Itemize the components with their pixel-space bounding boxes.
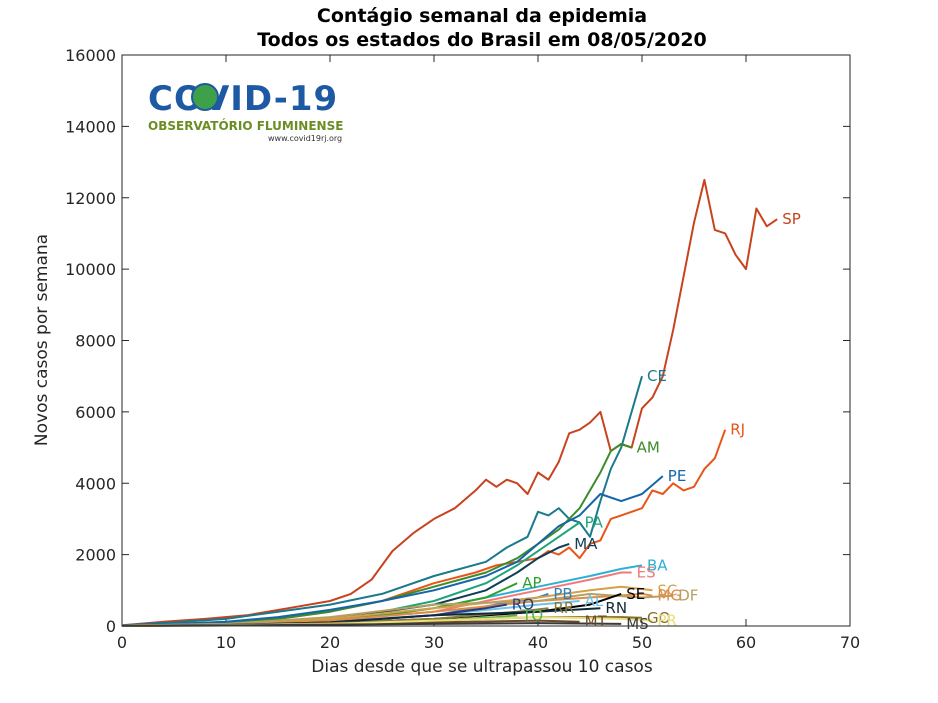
series-label-ce: CE bbox=[647, 367, 667, 385]
y-tick-label: 0 bbox=[106, 617, 116, 636]
y-tick-label: 10000 bbox=[65, 260, 116, 279]
series-label-al: AL bbox=[585, 592, 604, 610]
logo-title: COVID-19 bbox=[148, 79, 338, 119]
y-tick-label: 12000 bbox=[65, 189, 116, 208]
logo-url: www.covid19rj.org bbox=[268, 134, 342, 143]
series-label-sc: SC bbox=[657, 581, 677, 599]
series-label-mt: MT bbox=[585, 613, 608, 631]
series-label-pa: PA bbox=[585, 514, 604, 532]
y-tick-label: 14000 bbox=[65, 117, 116, 136]
x-tick-label: 20 bbox=[320, 633, 340, 652]
series-label-rn: RN bbox=[605, 599, 627, 617]
series-label-go: GO bbox=[647, 609, 670, 627]
x-tick-label: 40 bbox=[528, 633, 548, 652]
series-label-ms: MS bbox=[626, 615, 648, 633]
series-label-ma: MA bbox=[574, 535, 598, 553]
virus-icon bbox=[191, 83, 219, 111]
y-tick-label: 16000 bbox=[65, 46, 116, 65]
x-axis: 0 10 20 30 40 50 60 70 bbox=[117, 55, 860, 652]
series-line-ms bbox=[121, 622, 622, 627]
series-label-to: TO bbox=[521, 606, 543, 624]
covid-logo: COVID-19 OBSERVATÓRIO FLUMINENSE www.cov… bbox=[148, 79, 343, 143]
x-tick-label: 30 bbox=[424, 633, 444, 652]
series-label-df: DF bbox=[678, 587, 698, 605]
chart-title: Contágio semanal da epidemia bbox=[317, 5, 647, 27]
series-line-am bbox=[121, 443, 632, 627]
series-label-rj: RJ bbox=[730, 421, 745, 439]
series-label-pr: PR bbox=[657, 612, 676, 630]
x-tick-label: 10 bbox=[216, 633, 236, 652]
series-label-se: SE bbox=[626, 585, 645, 603]
logo-subtitle: OBSERVATÓRIO FLUMINENSE bbox=[148, 118, 343, 133]
series-label-ap: AP bbox=[522, 574, 541, 592]
series-label-es: ES bbox=[637, 563, 656, 581]
x-tick-label: 70 bbox=[840, 633, 860, 652]
y-axis-label: Novos casos por semana bbox=[32, 234, 52, 446]
x-tick-label: 50 bbox=[632, 633, 652, 652]
series-line-ce bbox=[121, 375, 643, 627]
series-label-mg: MG bbox=[657, 587, 682, 605]
y-axis: 0 2000 4000 6000 8000 10000 12000 14000 16000 bbox=[65, 46, 850, 636]
series-line-sp bbox=[121, 178, 778, 627]
x-tick-label: 0 bbox=[117, 633, 127, 652]
y-tick-label: 8000 bbox=[75, 332, 116, 351]
series-line-pe bbox=[121, 475, 664, 627]
series-line-df bbox=[121, 592, 674, 627]
series-lines bbox=[121, 178, 778, 627]
x-tick-label: 60 bbox=[736, 633, 756, 652]
x-axis-label: Dias desde que se ultrapassou 10 casos bbox=[311, 657, 653, 677]
plot-area bbox=[121, 54, 851, 627]
y-tick-label: 2000 bbox=[75, 546, 116, 565]
y-tick-label: 6000 bbox=[75, 403, 116, 422]
y-tick-label: 4000 bbox=[75, 474, 116, 493]
series-label-ba: BA bbox=[647, 556, 668, 574]
series-label-pb: PB bbox=[553, 585, 572, 603]
series-label-ro: RO bbox=[512, 596, 534, 614]
series-label-rr: RR bbox=[553, 599, 574, 617]
series-label-am: AM bbox=[637, 439, 660, 457]
series-label-pe: PE bbox=[668, 467, 687, 485]
series-label-sp: SP bbox=[782, 210, 801, 228]
chart-subtitle: Todos os estados do Brasil em 08/05/2020 bbox=[257, 29, 707, 51]
